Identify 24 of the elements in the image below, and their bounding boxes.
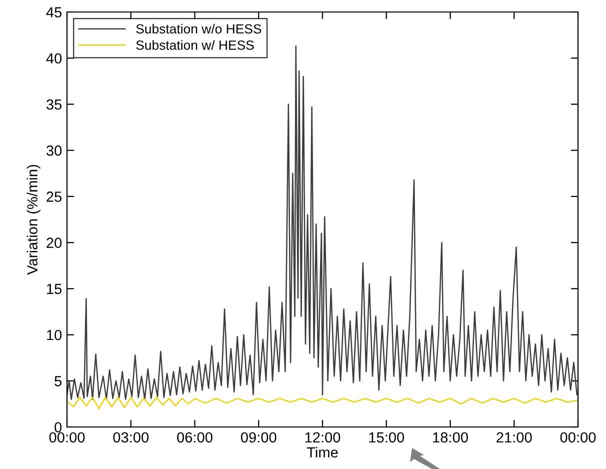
- y-tick-label: 20: [46, 238, 62, 248]
- y-tick-label: 15: [47, 284, 62, 294]
- y-tick-label: 5: [54, 376, 62, 386]
- y-tick-label: 30: [46, 145, 62, 156]
- x-axis-title: Time: [306, 446, 338, 458]
- x-tick-label: 09:00: [240, 432, 276, 443]
- y-tick-label: 40: [46, 53, 62, 64]
- legend-label: Substation w/ HESS: [136, 40, 254, 50]
- y-axis-title: Variation (%/min): [26, 165, 40, 275]
- y-tick-label: 0: [54, 422, 62, 432]
- x-tick-label: 00:00: [49, 432, 85, 443]
- y-tick-label: 25: [46, 192, 62, 202]
- x-tick-label: 21:00: [496, 432, 532, 443]
- x-tick-label: 18:00: [433, 432, 468, 443]
- line-series: [67, 396, 578, 410]
- x-tick-label: 03:00: [113, 432, 149, 443]
- y-tick-label: 10: [47, 330, 62, 340]
- y-tick-label: 45: [46, 7, 62, 18]
- y-tick-label: 35: [46, 99, 62, 110]
- x-tick-label: 12:00: [305, 432, 340, 443]
- x-tick-label: 06:00: [177, 432, 212, 443]
- x-tick-label: 00:00: [560, 432, 596, 443]
- x-tick-label: 15:00: [369, 432, 404, 443]
- legend-label: Substation w/o HESS: [136, 24, 262, 34]
